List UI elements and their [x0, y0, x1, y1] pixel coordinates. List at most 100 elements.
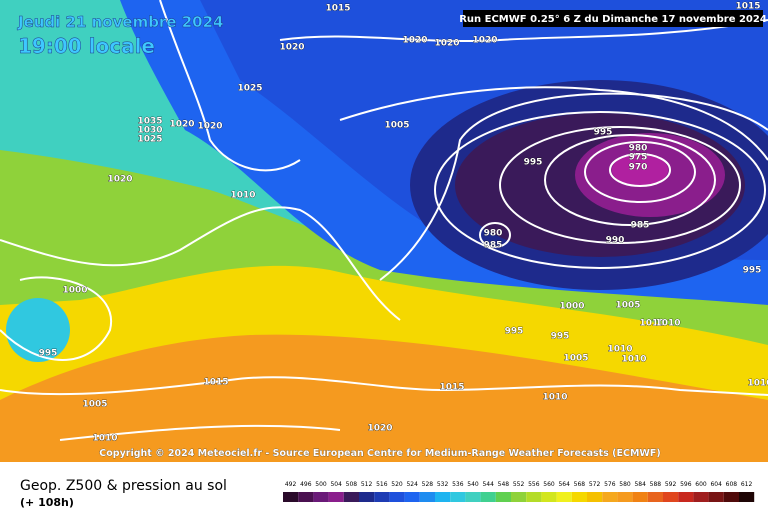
- legend-swatch: [374, 492, 390, 502]
- legend-swatch: [556, 492, 572, 502]
- legend-value: 492: [285, 481, 297, 488]
- legend-value: 600: [695, 481, 707, 488]
- isobar-label: 995: [743, 266, 762, 276]
- legend-value: 500: [315, 481, 327, 488]
- legend-value: 536: [452, 481, 464, 488]
- isobar-label: 1010: [655, 319, 680, 329]
- isobar-label: 1010: [607, 345, 632, 355]
- isobar-label: 1010: [92, 434, 117, 444]
- legend-value: 572: [589, 481, 601, 488]
- legend-value: 504: [330, 481, 342, 488]
- isobar-label: 980: [484, 229, 503, 239]
- legend-swatch: [495, 492, 511, 502]
- forecast-time: 19:00 locale: [18, 34, 155, 58]
- isobar-label: 995: [39, 349, 58, 359]
- legend-value: 552: [513, 481, 525, 488]
- isobar-label: 995: [594, 128, 613, 138]
- isobar-label: 1015: [203, 378, 228, 388]
- isobar-label: 1005: [563, 354, 588, 364]
- isobar-label: 995: [524, 158, 543, 168]
- isobar-label: 1015: [325, 4, 350, 14]
- isobar-label: 1020: [434, 39, 459, 49]
- isobar-label: 975: [629, 153, 648, 163]
- isobar-label: 1020: [169, 120, 194, 130]
- legend-swatch: [541, 492, 557, 502]
- legend-swatch: [693, 492, 709, 502]
- isobar-label: 1000: [559, 302, 584, 312]
- color-legend: 492 496 500 504 508 512 516 520 524 528 532 536 540 5…: [283, 481, 755, 502]
- legend-value: 528: [422, 481, 434, 488]
- legend-value: 592: [665, 481, 677, 488]
- legend-value: 540: [467, 481, 479, 488]
- isobar-label: 1030: [137, 126, 162, 136]
- legend-swatch: [389, 492, 405, 502]
- legend-swatch: [313, 492, 329, 502]
- isobars: [0, 0, 768, 441]
- legend-swatch: [419, 492, 435, 502]
- isobar-label: 1015: [439, 383, 464, 393]
- legend-value: 588: [650, 481, 662, 488]
- legend-swatch: [663, 492, 679, 502]
- legend-swatch: [587, 492, 603, 502]
- legend-swatch: [617, 492, 633, 502]
- copyright: Copyright © 2024 Meteociel.fr - Source E…: [99, 448, 660, 459]
- legend-value: 544: [482, 481, 494, 488]
- legend-value: 508: [346, 481, 358, 488]
- legend-value: 576: [604, 481, 616, 488]
- isobar-label: 990: [606, 236, 625, 246]
- legend-swatch: [465, 492, 481, 502]
- legend-value: 612: [741, 481, 753, 488]
- isobar-label: 1000: [62, 286, 87, 296]
- legend-value: 564: [558, 481, 570, 488]
- isobar-label: 1010: [747, 379, 768, 389]
- legend-swatch: [435, 492, 451, 502]
- legend-value: 496: [300, 481, 312, 488]
- isobar-label: 985: [631, 221, 650, 231]
- legend-swatch: [723, 492, 739, 502]
- run-info: Run ECMWF 0.25° 6 Z du Dimanche 17 novem…: [459, 14, 767, 25]
- isobar-label: 970: [629, 163, 648, 173]
- legend-value: 520: [391, 481, 403, 488]
- legend-value: 604: [710, 481, 722, 488]
- isobar-label: 1025: [137, 135, 162, 145]
- legend-value: 524: [406, 481, 418, 488]
- isobar-label: 995: [551, 332, 570, 342]
- isobar-label: 1005: [615, 301, 640, 311]
- isobar-label: 1020: [107, 175, 132, 185]
- isobar-label: 1010: [230, 191, 255, 201]
- footer-bar: [0, 462, 768, 512]
- forecast-date: Jeudi 21 novembre 2024: [17, 13, 223, 31]
- isobar-label: 1010: [542, 393, 567, 403]
- isobar-label: 1020: [402, 36, 427, 46]
- legend-value: 568: [574, 481, 586, 488]
- legend-value: 516: [376, 481, 388, 488]
- isobar-label: 1020: [197, 122, 222, 132]
- footer-title: Geop. Z500 & pression au sol: [20, 478, 227, 494]
- legend-swatch: [708, 492, 724, 502]
- legend-swatch: [404, 492, 420, 502]
- isobar-label: 1035: [137, 117, 162, 127]
- legend-value: 580: [619, 481, 631, 488]
- legend-swatch: [283, 492, 299, 502]
- legend-swatch: [328, 492, 344, 502]
- isobar-label: 995: [505, 327, 524, 337]
- footer-lead: (+ 108h): [20, 496, 74, 509]
- legend-value: 548: [498, 481, 510, 488]
- legend-value: 584: [634, 481, 646, 488]
- isobar-label: 980: [629, 144, 648, 154]
- isobar-label: 1005: [82, 400, 107, 410]
- legend-value: 512: [361, 481, 373, 488]
- legend-swatch: [602, 492, 618, 502]
- run-box: [463, 10, 763, 27]
- legend-swatch: [632, 492, 648, 502]
- isobar-label: 1020: [279, 43, 304, 53]
- legend-swatch: [511, 492, 527, 502]
- legend-swatch: [359, 492, 375, 502]
- legend-swatch: [450, 492, 466, 502]
- legend-swatch: [647, 492, 663, 502]
- isobar-label: 1020: [472, 36, 497, 46]
- isobar-label: 985: [484, 241, 503, 251]
- legend-value: 596: [680, 481, 692, 488]
